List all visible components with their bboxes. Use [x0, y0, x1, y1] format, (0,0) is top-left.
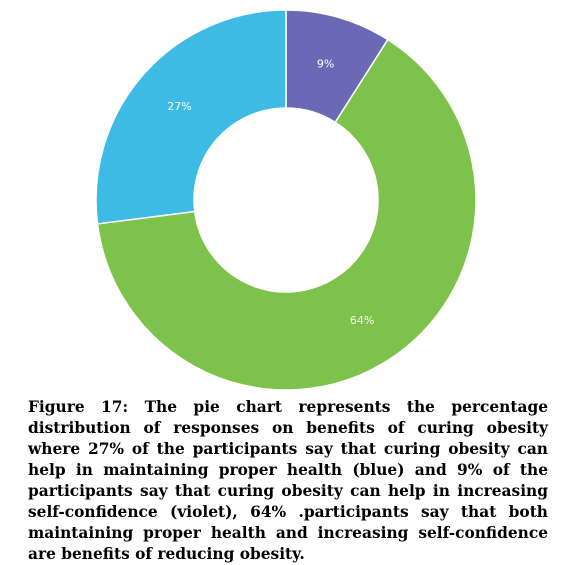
donut-chart: 9% 64% 27%	[95, 9, 477, 391]
data-label-green: 64%	[350, 314, 374, 327]
slice-green	[96, 38, 477, 391]
slice-blue	[95, 9, 287, 225]
data-label-violet: 9%	[317, 58, 334, 71]
figure-caption: Figure 17: The pie chart represents the …	[28, 398, 548, 563]
data-label-blue: 27%	[167, 100, 191, 113]
